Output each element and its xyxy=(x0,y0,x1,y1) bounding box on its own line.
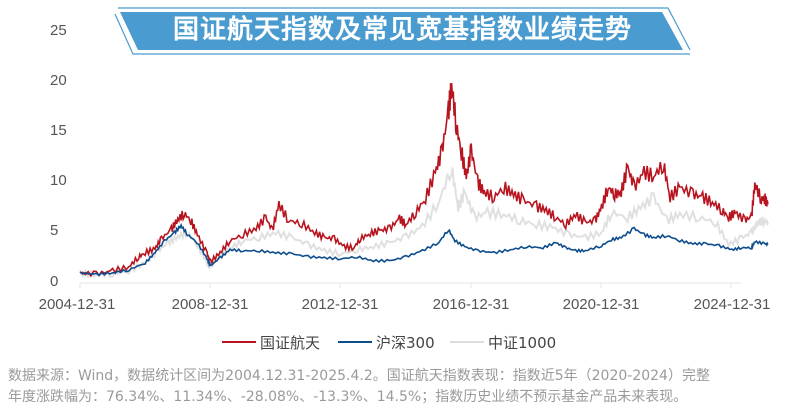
legend-item-zhongzheng1000[interactable]: 中证1000 xyxy=(450,331,556,353)
x-tick-2012: 2012-12-31 xyxy=(301,296,379,313)
legend-item-hushen300[interactable]: 沪深300 xyxy=(338,331,435,353)
x-tick-2024: 2024-12-31 xyxy=(693,296,771,313)
y-tick-10: 10 xyxy=(50,172,67,189)
series-guozheng-hangtian-line xyxy=(79,83,769,278)
legend-item-guozheng-hangtian[interactable]: 国证航天 xyxy=(222,331,320,353)
title-banner xyxy=(114,7,691,55)
legend-label: 中证1000 xyxy=(488,333,557,352)
series-hushen300-line xyxy=(79,222,769,277)
footnote-line-1: 数据来源：Wind，数据统计区间为2004.12.31-2025.4.2。国证航… xyxy=(8,368,710,384)
footnote: 数据来源：Wind，数据统计区间为2004.12.31-2025.4.2。国证航… xyxy=(8,366,798,408)
legend-label: 国证航天 xyxy=(260,333,321,352)
x-axis-ticks xyxy=(79,283,732,288)
banner-fill xyxy=(120,12,683,50)
y-tick-0: 0 xyxy=(50,273,59,290)
chart-title: 国证航天指数及常见宽基指数业绩走势 xyxy=(172,15,632,45)
banner-outline-bottom xyxy=(114,13,690,55)
y-tick-20: 20 xyxy=(50,72,67,89)
banner-outline-top xyxy=(118,7,691,51)
legend: 国证航天 沪深300 中证1000 xyxy=(0,331,800,353)
x-tick-2020: 2020-12-31 xyxy=(562,296,640,313)
series-zhongzheng1000-line xyxy=(79,167,769,279)
footnote-line-2: 年度涨跌幅为：76.34%、11.34%、-28.08%、-13.3%、14.5… xyxy=(8,389,688,405)
x-tick-2004: 2004-12-31 xyxy=(38,296,116,313)
y-tick-25: 25 xyxy=(50,22,67,39)
legend-swatch-red xyxy=(222,341,256,343)
y-tick-15: 15 xyxy=(50,122,67,139)
x-tick-2016: 2016-12-31 xyxy=(432,296,510,313)
legend-label: 沪深300 xyxy=(376,333,435,352)
y-tick-5: 5 xyxy=(50,222,59,239)
x-tick-2008: 2008-12-31 xyxy=(171,296,249,313)
legend-swatch-blue xyxy=(338,341,372,343)
legend-swatch-gray xyxy=(450,341,484,343)
line-chart xyxy=(79,83,769,288)
